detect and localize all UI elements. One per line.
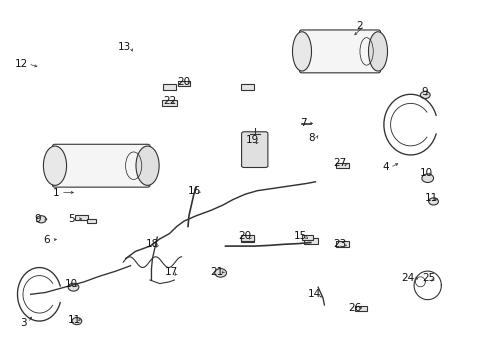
Bar bbox=[336, 241, 349, 247]
Bar bbox=[241, 236, 254, 242]
Bar bbox=[302, 235, 313, 239]
Ellipse shape bbox=[293, 32, 312, 71]
Text: 9: 9 bbox=[35, 213, 41, 224]
Text: 15: 15 bbox=[294, 231, 307, 242]
Text: 26: 26 bbox=[348, 303, 361, 313]
Bar bbox=[241, 235, 254, 240]
Text: 2: 2 bbox=[356, 21, 363, 31]
Text: 11: 11 bbox=[425, 193, 438, 203]
Text: 19: 19 bbox=[245, 135, 259, 145]
Text: 21: 21 bbox=[211, 267, 224, 277]
Bar bbox=[241, 84, 254, 90]
Bar bbox=[163, 84, 176, 90]
Text: 24: 24 bbox=[402, 273, 415, 283]
Circle shape bbox=[36, 216, 46, 223]
Text: 16: 16 bbox=[188, 186, 201, 196]
Text: 22: 22 bbox=[163, 96, 176, 106]
Text: 3: 3 bbox=[20, 318, 26, 328]
Text: 25: 25 bbox=[422, 273, 436, 283]
Text: 4: 4 bbox=[382, 162, 389, 172]
Ellipse shape bbox=[136, 146, 159, 185]
Text: 27: 27 bbox=[333, 158, 346, 168]
Text: 7: 7 bbox=[300, 118, 307, 128]
Text: 5: 5 bbox=[68, 213, 74, 224]
Text: 10: 10 bbox=[419, 168, 433, 178]
Bar bbox=[75, 215, 88, 220]
Ellipse shape bbox=[44, 146, 67, 185]
Text: 20: 20 bbox=[239, 231, 251, 242]
Text: 11: 11 bbox=[68, 315, 81, 325]
Bar bbox=[336, 163, 349, 168]
Circle shape bbox=[420, 91, 430, 99]
Bar bbox=[162, 100, 177, 107]
Circle shape bbox=[215, 269, 226, 277]
Text: 17: 17 bbox=[165, 267, 178, 277]
FancyBboxPatch shape bbox=[52, 144, 150, 187]
Circle shape bbox=[422, 174, 434, 183]
Text: 23: 23 bbox=[333, 239, 346, 249]
Text: 8: 8 bbox=[308, 133, 315, 143]
Text: 6: 6 bbox=[44, 235, 50, 245]
Text: 20: 20 bbox=[177, 77, 191, 87]
Circle shape bbox=[68, 283, 79, 291]
FancyBboxPatch shape bbox=[242, 132, 268, 167]
Text: 10: 10 bbox=[65, 279, 77, 289]
Text: 18: 18 bbox=[146, 239, 159, 249]
Text: 12: 12 bbox=[15, 59, 28, 69]
Text: 14: 14 bbox=[308, 289, 321, 298]
Ellipse shape bbox=[368, 32, 388, 71]
Text: 13: 13 bbox=[118, 42, 131, 52]
Text: 1: 1 bbox=[53, 188, 60, 198]
FancyBboxPatch shape bbox=[299, 30, 380, 73]
Bar bbox=[87, 219, 97, 223]
Circle shape bbox=[72, 318, 82, 325]
Bar bbox=[178, 81, 191, 86]
Bar bbox=[355, 306, 368, 311]
Bar bbox=[304, 238, 318, 244]
Circle shape bbox=[429, 198, 439, 205]
Text: 9: 9 bbox=[421, 87, 428, 98]
